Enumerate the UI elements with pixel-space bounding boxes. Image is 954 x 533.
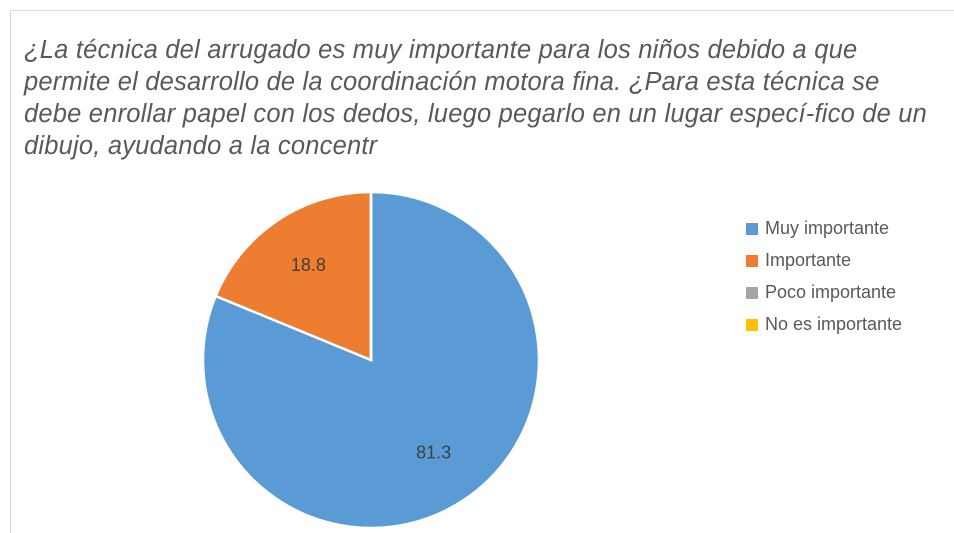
chart-frame: [10, 10, 954, 533]
legend-label: Muy importante: [765, 218, 889, 238]
pie-slice: [214, 190, 373, 362]
data-label: 81.3: [416, 442, 451, 462]
chart-title: ¿La técnica del arrugado es muy importan…: [24, 36, 928, 160]
pie-slice: [201, 190, 541, 530]
legend-label: Importante: [765, 250, 851, 270]
legend-swatch: [746, 255, 758, 267]
legend-label: No es importante: [765, 314, 902, 334]
legend-swatch: [746, 287, 758, 299]
legend-label: Poco importante: [765, 282, 896, 302]
data-label: 18.8: [291, 255, 326, 275]
legend-swatch: [746, 319, 758, 331]
legend-swatch: [746, 223, 758, 235]
